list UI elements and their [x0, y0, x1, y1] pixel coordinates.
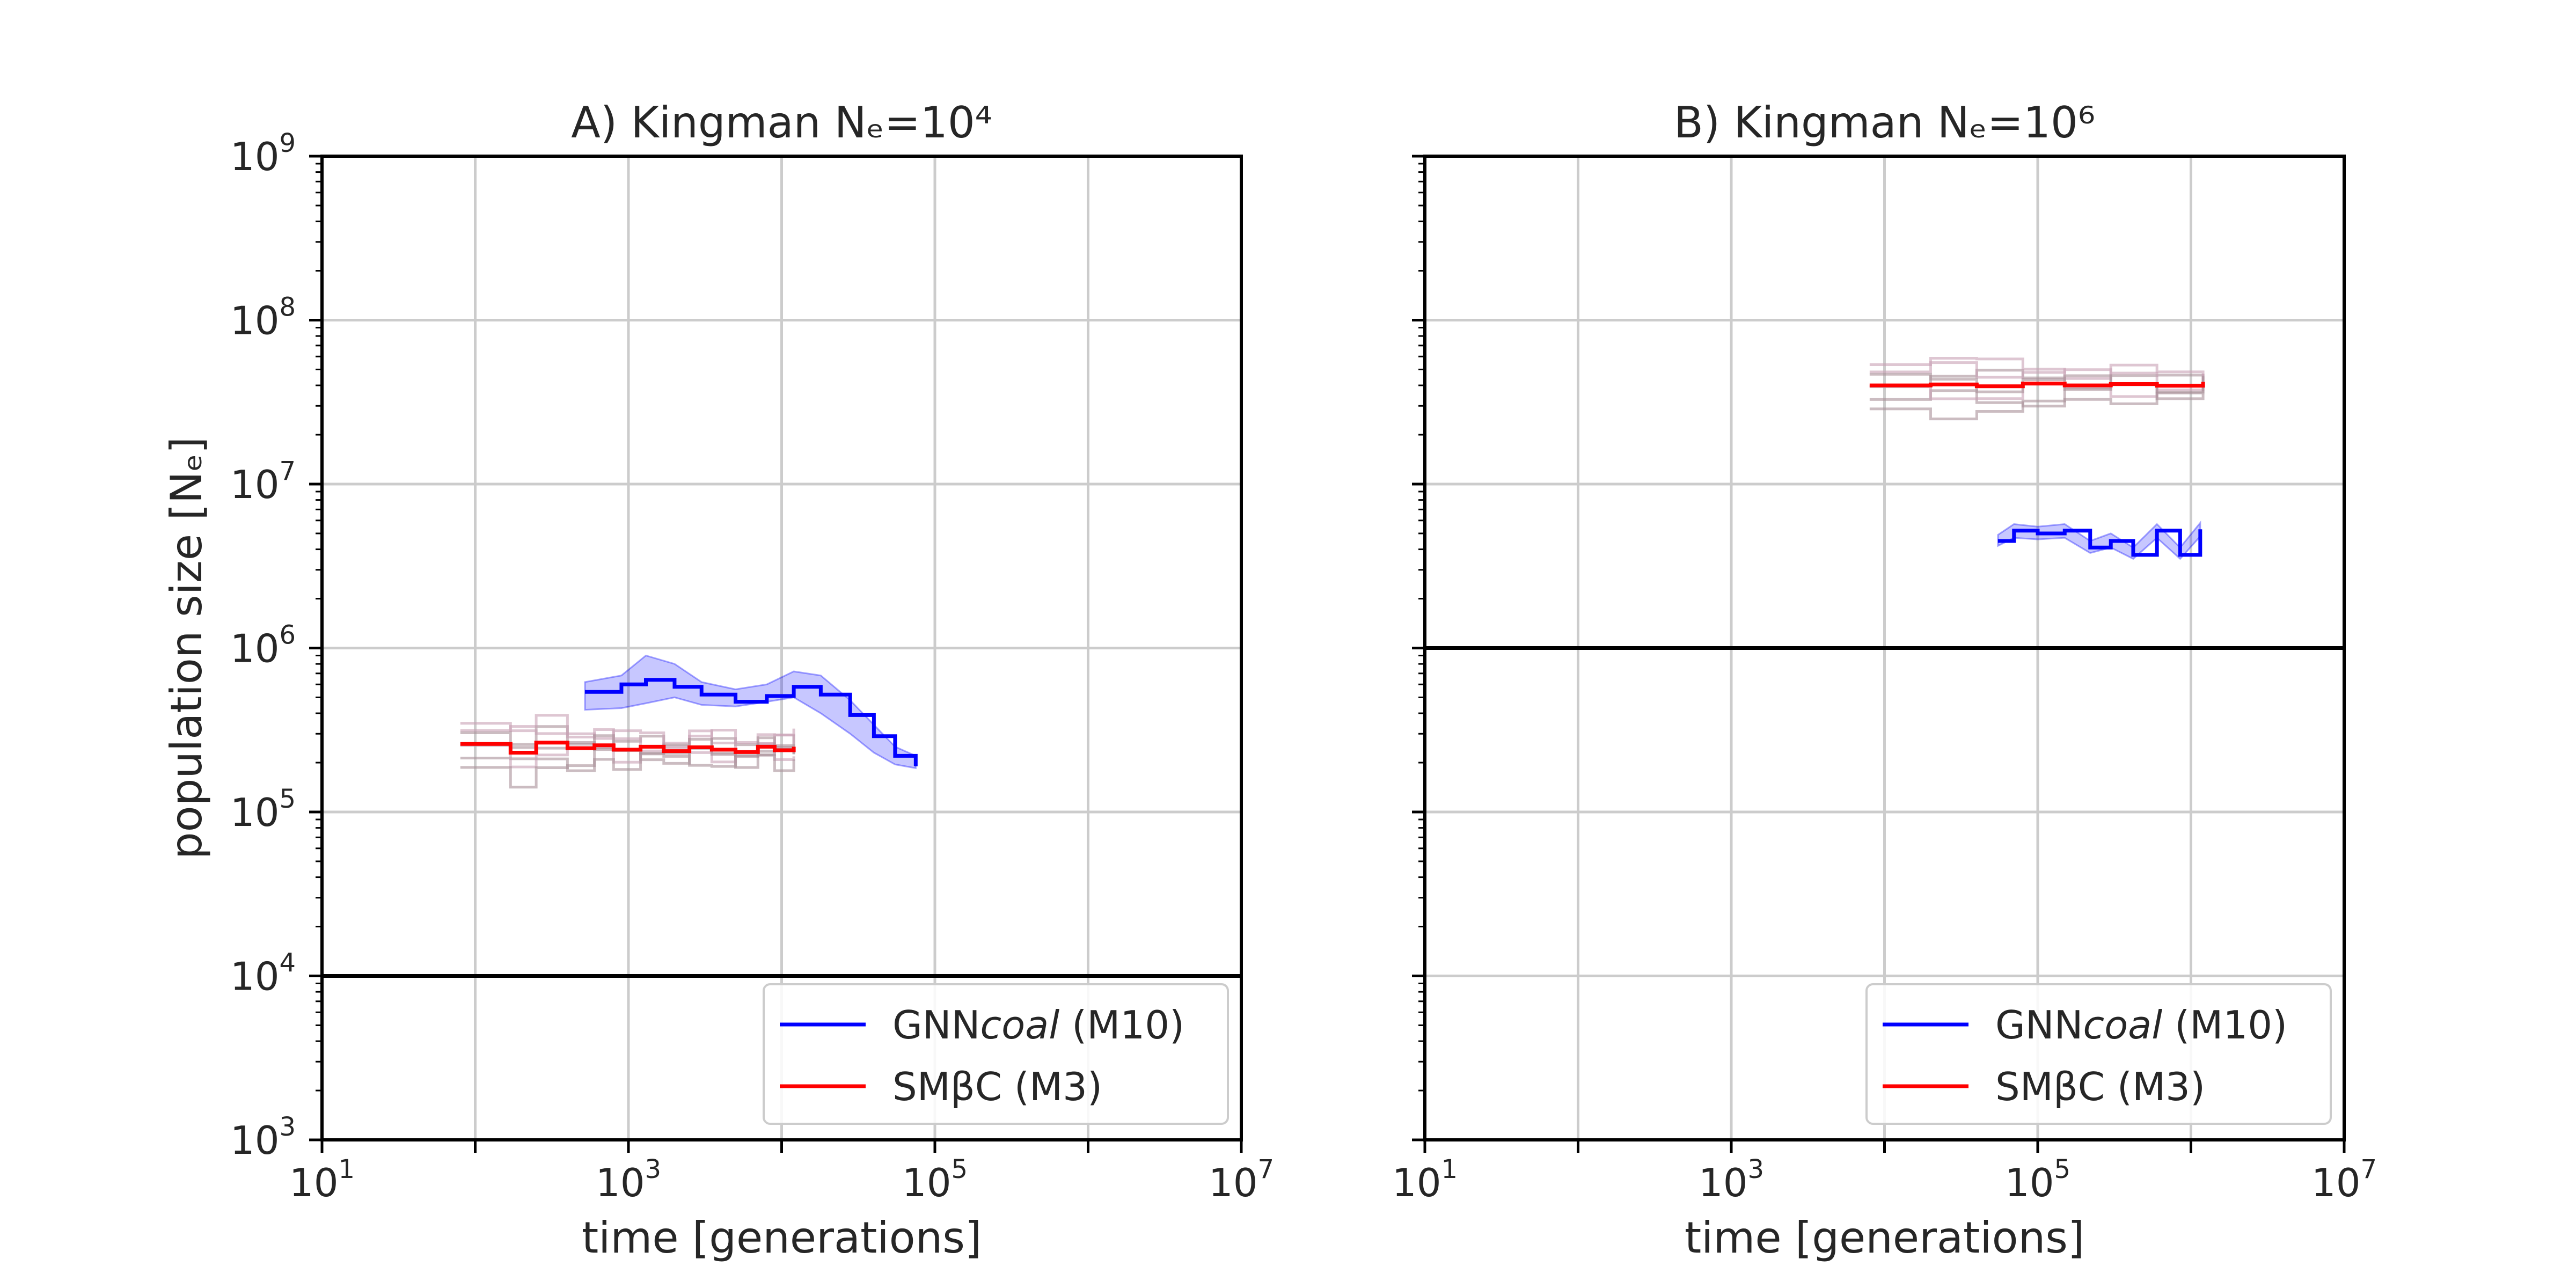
y-tick-exponent: 5 — [280, 784, 296, 814]
y-tick-label: 109 — [230, 128, 296, 179]
y-tick-label: 108 — [230, 292, 296, 343]
y-tick-exponent: 4 — [280, 948, 296, 978]
y-axis-label: population size [Nₑ] — [162, 437, 211, 859]
x-tick-label: 103 — [1699, 1154, 1764, 1205]
x-axis-label: time [generations] — [582, 1213, 982, 1263]
x-axis-label: time [generations] — [1685, 1213, 2084, 1263]
x-tick-exponent: 1 — [339, 1154, 355, 1184]
legend-label-tail: (M10) — [1059, 1002, 1184, 1048]
legend-label-italic: coal — [2083, 1002, 2163, 1048]
smbc-replicate-line — [1869, 387, 2205, 421]
x-tick-label: 107 — [2311, 1154, 2377, 1205]
smbc-replicate-line — [1869, 372, 2205, 394]
x-tick-base: 10 — [1699, 1160, 1748, 1205]
x-tick-label: 107 — [1209, 1154, 1274, 1205]
x-tick-base: 10 — [2005, 1160, 2054, 1205]
y-tick-base: 10 — [230, 462, 280, 507]
x-tick-label: 101 — [289, 1154, 355, 1205]
legend-label: SMβC (M3) — [1995, 1064, 2205, 1109]
y-tick-label: 107 — [230, 456, 296, 507]
gnncoal-band — [1997, 521, 2201, 560]
x-tick-base: 10 — [1392, 1160, 1441, 1205]
smbc-line — [1869, 382, 2205, 389]
legend: GNNcoal (M10) SMβC (M3) — [1865, 983, 2332, 1125]
x-tick-label: 105 — [2005, 1154, 2070, 1205]
chart-title: A) Kingman Nₑ=10⁴ — [571, 98, 992, 148]
gnncoal-band — [584, 654, 917, 770]
y-tick-label: 105 — [230, 784, 296, 835]
x-tick-exponent: 7 — [1258, 1154, 1275, 1184]
x-tick-label: 103 — [596, 1154, 661, 1205]
legend-box — [763, 983, 1229, 1125]
x-tick-exponent: 3 — [1748, 1154, 1765, 1184]
y-tick-exponent: 7 — [280, 456, 296, 486]
legend-label: GNNcoal (M10) — [1995, 1002, 2287, 1048]
y-tick-base: 10 — [230, 954, 280, 999]
x-tick-exponent: 1 — [1441, 1154, 1458, 1184]
legend-label-italic: coal — [980, 1002, 1060, 1048]
x-tick-exponent: 5 — [952, 1154, 968, 1184]
x-tick-base: 10 — [596, 1160, 645, 1205]
x-tick-exponent: 3 — [645, 1154, 662, 1184]
y-tick-base: 10 — [230, 790, 280, 835]
gnncoal-line — [584, 678, 918, 766]
y-tick-exponent: 8 — [280, 292, 296, 323]
gnncoal-line — [1997, 529, 2202, 557]
legend-label-main: SMβC (M3) — [1995, 1064, 2205, 1109]
legend-label-main: SMβC (M3) — [892, 1064, 1102, 1109]
legend: GNNcoal (M10) SMβC (M3) — [763, 983, 1229, 1125]
chart-title: B) Kingman Nₑ=10⁶ — [1674, 98, 2095, 148]
x-tick-base: 10 — [289, 1160, 339, 1205]
y-tick-base: 10 — [230, 1118, 280, 1163]
x-tick-exponent: 5 — [2054, 1154, 2071, 1184]
y-tick-label: 103 — [230, 1112, 296, 1163]
y-tick-exponent: 6 — [280, 620, 296, 650]
y-tick-label: 104 — [230, 948, 296, 999]
smbc-replicate-line — [460, 745, 795, 772]
y-tick-label: 106 — [230, 620, 296, 671]
y-tick-base: 10 — [230, 134, 280, 179]
legend-label: GNNcoal (M10) — [892, 1002, 1184, 1048]
legend-label-main: GNN — [892, 1002, 980, 1048]
x-tick-exponent: 7 — [2361, 1154, 2377, 1184]
legend-label-main: GNN — [1995, 1002, 2083, 1048]
x-tick-label: 105 — [902, 1154, 968, 1205]
y-tick-base: 10 — [230, 298, 280, 343]
y-tick-exponent: 3 — [280, 1112, 296, 1142]
x-tick-base: 10 — [2311, 1160, 2361, 1205]
y-tick-exponent: 9 — [280, 128, 296, 158]
smbc-line — [460, 741, 796, 755]
x-tick-label: 101 — [1392, 1154, 1458, 1205]
smbc-replicate-line — [460, 731, 795, 757]
x-tick-base: 10 — [902, 1160, 952, 1205]
legend-label-tail: (M10) — [2162, 1002, 2287, 1048]
legend-box — [1865, 983, 2332, 1125]
smbc-replicate-line — [1869, 356, 2205, 380]
x-tick-base: 10 — [1209, 1160, 1258, 1205]
legend-label: SMβC (M3) — [892, 1064, 1102, 1109]
y-tick-base: 10 — [230, 626, 280, 671]
